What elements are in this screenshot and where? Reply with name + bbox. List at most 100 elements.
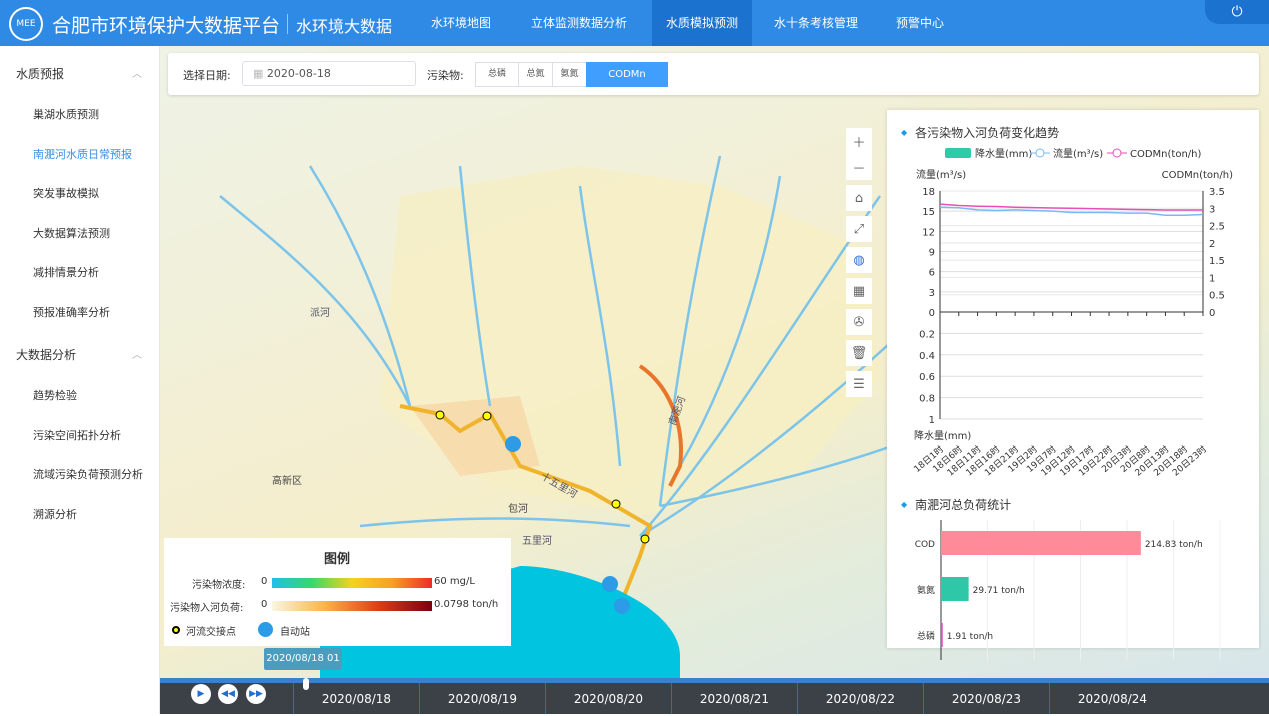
sidebar-item-active[interactable]: 南淝河水质日常预报: [33, 148, 132, 161]
sub-title: 水环境大数据: [296, 17, 393, 36]
sidebar-item[interactable]: 溯源分析: [33, 508, 77, 521]
flow-line: [939, 206, 1204, 216]
codmn-line: [939, 203, 1203, 211]
divider: [287, 14, 288, 34]
y-tick-right: 3.5: [1209, 187, 1225, 198]
junction-point[interactable]: [435, 410, 445, 420]
nav-assessment[interactable]: 水十条考核管理: [774, 16, 859, 30]
timeline-day[interactable]: 2020/08/22: [797, 683, 923, 714]
trend-chart-title: 各污染物入河负荷变化趋势: [901, 124, 1059, 141]
play-button[interactable]: ▶: [191, 684, 211, 704]
sidebar-item[interactable]: 污染空间拓扑分析: [33, 429, 121, 442]
timeline-day[interactable]: 2020/08/24: [1049, 683, 1175, 714]
timeline-tooltip: 2020/08/18 01: [264, 648, 342, 670]
chevron-up-icon[interactable]: ︿: [132, 350, 142, 361]
trash-icon[interactable]: 🗑: [846, 340, 872, 366]
y-tick-right: 1: [1209, 273, 1215, 284]
sidebar-item[interactable]: 预报准确率分析: [33, 306, 110, 319]
legend-label: 降水量(mm): [975, 147, 1032, 160]
pollutant-tp-button[interactable]: 总磷: [475, 62, 519, 87]
junction-point[interactable]: [640, 534, 650, 544]
date-label: 选择日期:: [183, 69, 231, 82]
calendar-icon: ▦: [253, 67, 267, 80]
report-icon[interactable]: ☰: [846, 371, 872, 397]
nav-water-map[interactable]: 水环境地图: [431, 16, 492, 30]
conc-label: 污染物浓度:: [192, 580, 246, 591]
sidebar-item[interactable]: 流域污染负荷预测分析: [33, 468, 143, 481]
timeline-handle[interactable]: [303, 678, 309, 690]
pollutant-codmn-button[interactable]: CODMn: [586, 62, 668, 87]
junction-point[interactable]: [611, 499, 621, 509]
sidebar-item[interactable]: 巢湖水质预测: [33, 108, 99, 121]
legend-marker: [1035, 148, 1045, 158]
junction-icon: [172, 626, 180, 634]
load-chart: COD 214.83 ton/h 氨氮 29.71 ton/h 总磷 1.91 ton/h: [915, 520, 1221, 660]
map-label: 高新区: [272, 474, 302, 487]
bar-category: 氨氮: [917, 584, 935, 596]
sidebar-item[interactable]: 趋势检验: [33, 389, 77, 402]
legend-title: 图例: [324, 552, 351, 567]
y-tick-left: 15: [922, 207, 935, 218]
conc-gradient: [272, 578, 432, 588]
timeline-day[interactable]: 2020/08/23: [923, 683, 1049, 714]
timeline-day[interactable]: 2020/08/20: [545, 683, 671, 714]
junction-point[interactable]: [482, 411, 492, 421]
fast-forward-button[interactable]: ▶▶: [246, 684, 266, 704]
power-icon[interactable]: ⏻: [1205, 0, 1269, 24]
trend-chart: 降水量(mm) 流量(m³/s) CODMn(ton/h) 流量(m³/s) CODMn…: [911, 147, 1234, 479]
nav-monitoring-analysis[interactable]: 立体监测数据分析: [531, 16, 628, 30]
date-value: 2020-08-18: [266, 67, 331, 80]
fan-icon[interactable]: ✇: [846, 309, 872, 335]
app-title: 合肥市环境保护大数据平台: [52, 15, 281, 37]
y-axis-right-label: CODMn(ton/h): [1162, 170, 1234, 181]
home-icon[interactable]: ⌂: [846, 185, 872, 211]
station-icon[interactable]: [602, 576, 618, 592]
timeline-day[interactable]: 2020/08/21: [671, 683, 797, 714]
y-tick-bottom: 0.2: [919, 329, 935, 340]
map-label-river: 派河: [310, 307, 330, 319]
zoom-out-icon[interactable]: －: [846, 154, 872, 180]
bar-category: COD: [915, 540, 935, 550]
load-label: 污染物入河负荷:: [170, 603, 244, 614]
conc-max: 60 mg/L: [434, 576, 475, 587]
header: MEE 合肥市环境保护大数据平台 水环境大数据 水环境地图 立体监测数据分析 水…: [0, 0, 1269, 46]
globe-icon[interactable]: ◍: [846, 247, 872, 273]
fullscreen-icon[interactable]: ⤢: [846, 216, 872, 242]
bar: [941, 531, 1141, 555]
sidebar-item[interactable]: 大数据算法预测: [33, 227, 110, 240]
bar: [941, 577, 969, 601]
table-icon[interactable]: ▦: [846, 278, 872, 304]
bar-label: 29.71 ton/h: [973, 586, 1025, 596]
station-icon[interactable]: [505, 436, 521, 452]
load-min: 0: [261, 599, 268, 610]
pollutant-nh3-button[interactable]: 氨氮: [552, 62, 587, 87]
timeline-day[interactable]: 2020/08/19: [419, 683, 545, 714]
sidebar-group-bigdata[interactable]: 大数据分析: [16, 348, 77, 362]
y-tick-bottom: 0.6: [919, 372, 935, 383]
sidebar-item[interactable]: 减排情景分析: [33, 266, 99, 279]
pollutant-tn-button[interactable]: 总氮: [518, 62, 553, 87]
timeline-day[interactable]: 2020/08/18: [293, 683, 419, 714]
sidebar-item[interactable]: 突发事故模拟: [33, 187, 99, 200]
nav-warning-center[interactable]: 预警中心: [896, 16, 945, 30]
y-axis-bottom-label: 降水量(mm): [914, 429, 971, 442]
load-chart-title: 南淝河总负荷统计: [901, 496, 1011, 513]
y-tick-right: 0: [1209, 308, 1215, 319]
y-tick-left: 12: [922, 227, 935, 238]
legend-marker: [1112, 148, 1122, 158]
timeline-track[interactable]: [160, 678, 1269, 683]
pollutant-label: 污染物:: [427, 69, 464, 82]
zoom-in-icon[interactable]: ＋: [846, 128, 872, 154]
bar-label: 1.91 ton/h: [947, 632, 993, 642]
y-axis-left-label: 流量(m³/s): [916, 168, 966, 181]
chevron-up-icon[interactable]: ︿: [132, 69, 142, 80]
sidebar-group-forecast[interactable]: 水质预报: [16, 67, 65, 81]
station-icon[interactable]: [614, 598, 630, 614]
nav-quality-simulation[interactable]: 水质模拟预测: [652, 0, 753, 46]
logo: MEE: [9, 7, 43, 41]
y-tick-right: 0.5: [1209, 291, 1225, 302]
legend-label: 流量(m³/s): [1053, 147, 1103, 160]
rewind-button[interactable]: ◀◀: [218, 684, 238, 704]
bar: [941, 623, 943, 647]
date-picker[interactable]: ▦ 2020-08-18: [242, 61, 416, 86]
